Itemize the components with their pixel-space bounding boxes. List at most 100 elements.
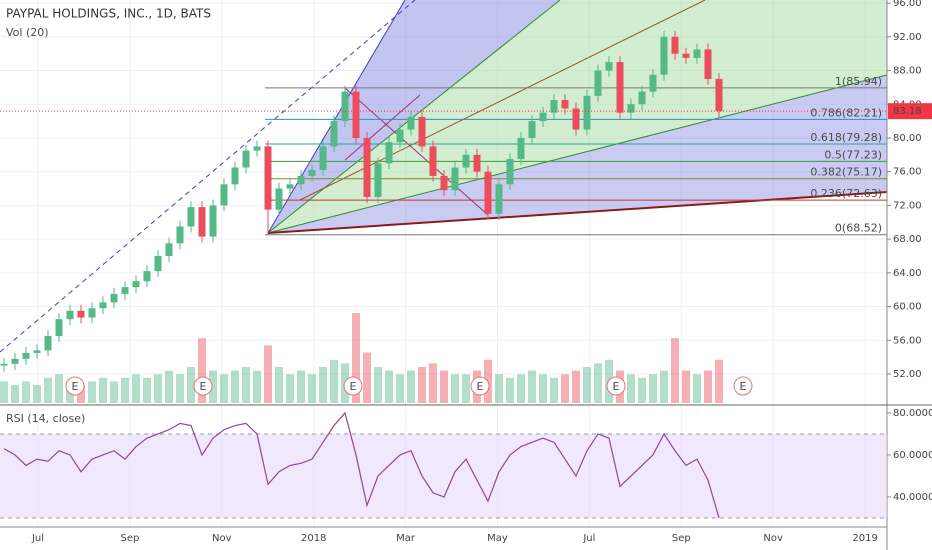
earnings-marker [470,376,490,396]
volume-bar [671,338,679,403]
volume-bar [242,367,250,403]
candle-body [363,137,371,197]
volume-bar [385,370,393,403]
volume-bar [396,374,404,403]
volume-bar [44,377,52,403]
chart-title: PAYPAL HOLDINGS, INC., 1D, BATS [6,7,211,21]
x-tick-label: Jul [582,533,595,544]
volume-bar [209,370,217,403]
volume-bar [198,338,206,403]
candle-body [627,104,635,113]
volume-bar [594,363,602,403]
candle-body [660,36,668,75]
volume-bar [440,370,448,403]
volume-bar [539,374,547,403]
volume-bar [297,370,305,403]
candle-body [11,358,19,364]
candle-body [385,142,393,164]
candle-body [121,287,129,294]
candle-body [418,116,426,147]
candle-body [462,154,470,168]
volume-bar [495,374,503,403]
candle-body [407,116,415,130]
volume-bar [0,381,8,403]
volume-bar [330,359,338,403]
volume-bar [363,352,371,403]
candle-body [99,302,107,309]
volume-bar [99,377,107,403]
candle-body [429,146,437,176]
candle-body [22,352,30,359]
volume-bar [704,370,712,403]
candle-body [352,91,360,138]
x-tick-label: Jul [31,533,44,544]
fib-label: 0.618(79.28) [810,131,882,144]
volume-bar [253,370,261,403]
last-price-box [888,103,932,120]
rsi-band [0,433,887,518]
volume-bar [462,374,470,403]
candle-body [44,336,52,351]
candle-body [671,36,679,54]
volume-bar [517,374,525,403]
volume-bar [165,370,173,403]
volume-bar [286,374,294,403]
y-tick-label: 72.00 [893,200,922,211]
volume-bar [418,367,426,403]
y-tick-label: 52.00 [893,369,922,380]
volume-bar [561,374,569,403]
y-tick-label: 60.00 [893,302,922,313]
volume-bar [220,374,228,403]
y-tick-label: 56.00 [893,335,922,346]
volume-bar [583,367,591,403]
fib-label: 1(85.94) [835,75,882,88]
volume-bar [715,359,723,403]
candle-body [506,159,514,185]
candle-body [682,53,690,58]
candle-body [451,167,459,191]
candle-body [616,62,624,113]
candle-body [275,188,283,210]
candle-body [583,95,591,130]
volume-bar [352,313,360,403]
earnings-marker [343,376,363,396]
candle-body [264,146,272,210]
x-tick-label: Sep [120,533,139,544]
volume-bar [55,374,63,403]
candle-body [0,363,8,366]
rsi-tick-label: 60.0000 [893,450,932,461]
y-tick-label: 96.00 [893,0,922,9]
candle-body [693,49,701,58]
volume-bar [264,345,272,403]
volume-bar [275,367,283,403]
earnings-label: E [477,380,484,393]
candle-body [638,91,646,105]
candle-body [572,108,580,130]
candle-body [396,129,404,143]
volume-bar [176,374,184,403]
candle-body [231,167,239,185]
rsi-tick-label: 40.0000 [893,492,932,503]
volume-bar [143,377,151,403]
fib-label: 0.236(72.63) [810,187,882,200]
y-tick-label: 80.00 [893,133,922,144]
x-tick-label: 2018 [301,533,326,544]
earnings-label: E [200,380,207,393]
last-price-label: 83.18 [893,106,922,117]
fan-line [267,0,561,234]
volume-bar [110,381,118,403]
candle-body [77,310,85,318]
candle-body [132,281,140,288]
volume-bar [154,374,162,403]
candle-body [110,293,118,303]
candle-body [143,271,151,282]
earnings-label: E [350,380,357,393]
volume-bar [572,370,580,403]
fan-line [267,74,888,234]
volume-bar [429,363,437,403]
fan-line [267,0,406,234]
earnings-marker [606,376,626,396]
fib-label: 0(68.52) [835,222,882,235]
candle-body [297,175,305,185]
